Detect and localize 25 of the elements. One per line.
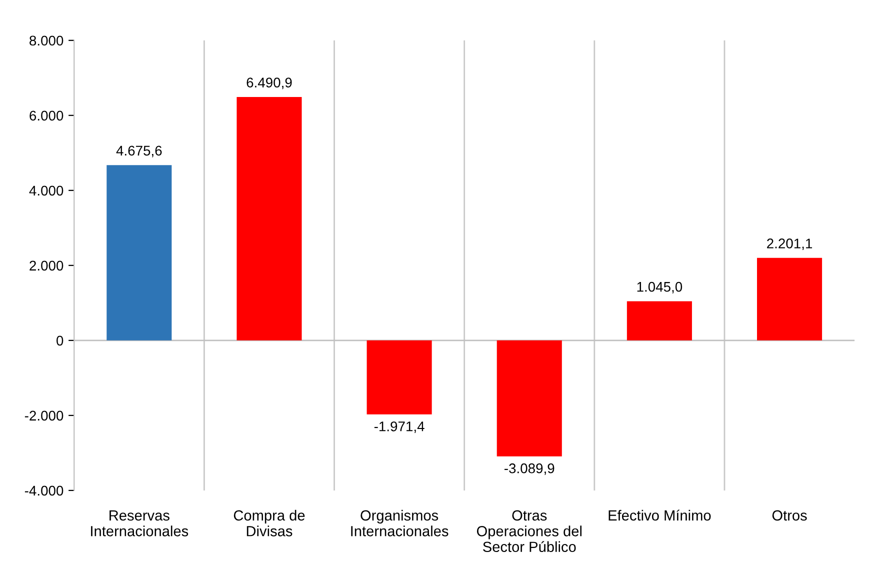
x-tick-label: Organismos Internacionales xyxy=(351,510,448,536)
x-tick-label: Otras Operaciones del Sector Público xyxy=(476,510,582,552)
bar xyxy=(496,340,562,456)
bar xyxy=(236,96,302,340)
data-label: -1.971,4 xyxy=(374,421,424,433)
y-tick-label: 8.000 xyxy=(30,36,64,46)
bar xyxy=(626,301,692,340)
data-label: 4.675,6 xyxy=(116,146,162,158)
y-tick-label: -2.000 xyxy=(24,410,64,421)
x-tick-label: Reservas Internacionales xyxy=(91,510,188,536)
y-tick-label: 6.000 xyxy=(30,110,64,121)
bar xyxy=(757,258,822,340)
y-tick-label: 4.000 xyxy=(29,186,64,196)
data-label: 2.201,1 xyxy=(767,238,812,250)
data-label: -3.089,9 xyxy=(504,463,554,475)
bar xyxy=(366,340,432,414)
data-label: 1.045,0 xyxy=(637,282,682,294)
x-tick-label: Compra de Divisas xyxy=(234,510,305,536)
y-tick-label: 2.000 xyxy=(30,260,64,271)
x-tick-label: Efectivo Mínimo xyxy=(608,510,711,521)
data-label: 6.490,9 xyxy=(246,78,292,90)
x-tick-label: Otros xyxy=(772,510,807,521)
bar xyxy=(106,165,172,340)
y-tick-label: -4.000 xyxy=(24,486,64,496)
y-tick-label: 0 xyxy=(56,336,64,346)
